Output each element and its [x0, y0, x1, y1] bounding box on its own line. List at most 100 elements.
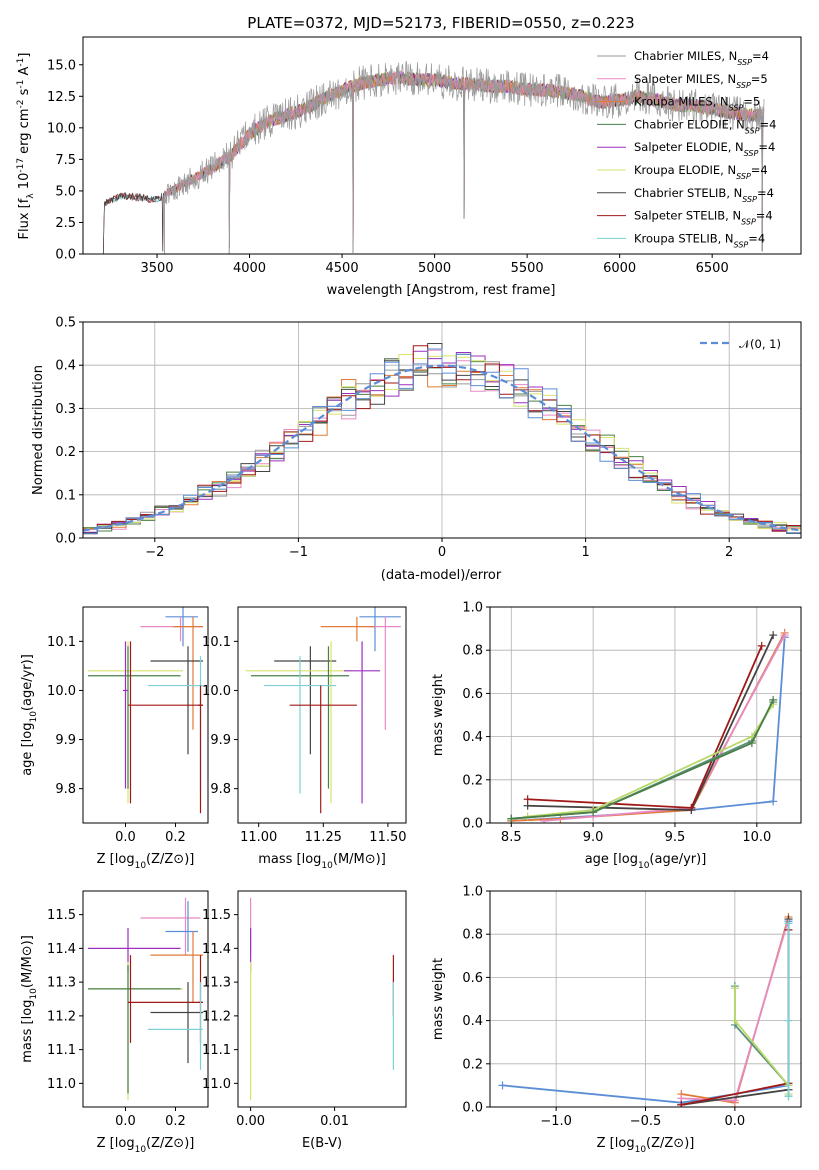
y-tick-label: 1.0	[462, 601, 483, 616]
label-part: (Z/Z⊙)]	[646, 1136, 694, 1151]
y-tick-label: 11.4	[202, 942, 231, 957]
y-tick-label: 0.3	[55, 402, 76, 417]
legend-label: Salpeter ELODIE, NSSP=4	[634, 140, 775, 158]
x-axis-label: Z [log10(Z/Z⊙)]	[97, 852, 195, 871]
label-part: age [	[585, 852, 618, 867]
y-tick-label: 9.9	[210, 733, 231, 748]
x-axis-label: (data-model)/error	[381, 568, 502, 583]
label-part: erg cm	[17, 108, 32, 157]
x-tick-label: 5500	[511, 261, 544, 276]
legend-text: SSP	[729, 103, 744, 112]
y-axis-label: mass weight	[431, 958, 446, 1040]
x-axis-label: Z [log10(Z/Z⊙)]	[597, 1136, 695, 1155]
y-tick-label: 11.5	[202, 908, 231, 923]
label-part: -1	[16, 58, 26, 67]
legend-text: SSP	[734, 240, 749, 249]
legend-text: SSP	[744, 149, 759, 158]
weight-line	[543, 634, 786, 822]
legend-text: SSP	[742, 194, 757, 203]
y-tick-label: 11.3	[47, 976, 76, 991]
y-tick-label: 11.1	[202, 1043, 231, 1058]
weight-marker	[507, 814, 516, 823]
legend-text: SSP	[745, 126, 760, 135]
label-part: -1	[16, 80, 26, 89]
legend-text: Kroupa MILES, N	[634, 95, 729, 109]
x-tick-label: 2	[725, 545, 733, 560]
y-tick-label: 11.2	[202, 1009, 231, 1024]
label-part: (age/yr)]	[20, 654, 35, 711]
weight-marker	[498, 1081, 507, 1090]
legend-label: Chabrier ELODIE, NSSP=4	[634, 117, 776, 135]
x-tick-label: −1	[289, 545, 308, 560]
label-part: (M/M⊙)]	[20, 935, 35, 988]
y-tick-label: 9.8	[210, 782, 231, 797]
legend-text: SSP	[737, 58, 752, 67]
histogram-step	[83, 348, 801, 535]
label-part: Z [	[97, 1136, 115, 1151]
weight-marker	[780, 631, 789, 640]
plot-marks	[103, 60, 765, 254]
y-tick-label: 2.5	[55, 216, 76, 231]
plot-marks	[88, 607, 203, 814]
legend-text: Chabrier STELIB, N	[634, 186, 742, 200]
label-part: (Z/Z⊙)]	[146, 1136, 194, 1151]
x-tick-label: 6500	[696, 261, 729, 276]
weight-marker	[523, 795, 532, 804]
label-part: Flux [f	[17, 198, 32, 239]
weight-marker	[769, 631, 778, 640]
legend-text: SSP	[736, 80, 751, 89]
weight-marker	[784, 1016, 793, 1025]
legend-text: Salpeter MILES, N	[634, 72, 736, 86]
chart-title: PLATE=0372, MJD=52173, FIBERID=0550, z=0…	[247, 14, 634, 32]
weight-marker	[589, 808, 598, 817]
weight-marker	[784, 919, 793, 928]
x-axis-label: wavelength [Angstrom, rest frame]	[327, 283, 556, 298]
legend-text: =4	[748, 231, 765, 245]
label-part: -2	[16, 100, 26, 109]
label-part: 10	[135, 1145, 147, 1155]
weight-marker	[784, 1092, 793, 1101]
axes-frame	[82, 36, 802, 255]
x-tick-label: 0.0	[725, 1114, 746, 1129]
spectrum-line	[164, 60, 765, 254]
label-part: A	[17, 66, 32, 79]
legend-label: Chabrier MILES, NSSP=4	[634, 49, 769, 67]
weight-marker	[769, 797, 778, 806]
legend-label: Salpeter MILES, NSSP=5	[634, 72, 768, 90]
label-part: log	[302, 852, 322, 867]
plot-area	[238, 891, 406, 1107]
plot-area	[83, 891, 208, 1107]
legend-label: Kroupa MILES, NSSP=5	[634, 95, 760, 113]
x-tick-label: 9.5	[665, 830, 686, 845]
plot-marks	[83, 343, 801, 535]
y-tick-label: 10.0	[202, 684, 231, 699]
legend-text: =4	[757, 186, 774, 200]
weight-marker	[730, 984, 739, 993]
label-part: 10	[29, 711, 39, 723]
x-tick-label: 3500	[140, 261, 173, 276]
label-part: log	[20, 723, 35, 743]
legend-text: =4	[751, 163, 768, 177]
y-tick-label: 0.4	[55, 359, 76, 374]
y-tick-label: 0.5	[55, 316, 76, 331]
y-tick-label: 0.6	[462, 687, 483, 702]
x-tick-label: 0.2	[165, 830, 186, 845]
label-part: ]	[17, 53, 32, 58]
label-part: (age/yr)]	[649, 852, 706, 867]
plot-marks	[507, 628, 789, 823]
x-tick-label: 9.0	[583, 830, 604, 845]
label-part: log	[115, 852, 135, 867]
weight-line	[511, 699, 774, 820]
legend-label: Chabrier STELIB, NSSP=4	[634, 186, 774, 204]
y-tick-label: 0.1	[55, 488, 76, 503]
weight-marker	[687, 803, 696, 812]
x-tick-label: 11.50	[369, 830, 406, 845]
label-part: 10	[29, 988, 39, 1000]
y-tick-label: 0.4	[462, 730, 483, 745]
y-tick-label: 1.0	[462, 885, 483, 900]
axes-frame	[82, 890, 209, 1108]
legend-marker	[600, 97, 608, 106]
y-tick-label: 0.0	[462, 1101, 483, 1116]
axes-frame	[237, 606, 407, 824]
label-part: λ	[26, 193, 36, 199]
